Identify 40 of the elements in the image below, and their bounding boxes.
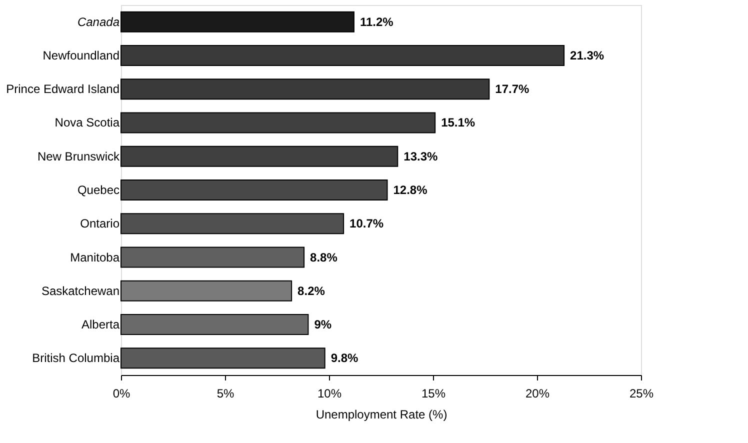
data-label: 10.7% [350,216,384,231]
data-label: 21.3% [570,48,604,62]
x-tick-label: 10% [317,386,342,400]
data-label: 9% [314,318,332,332]
x-tick-label: 20% [525,386,550,400]
y-tick-label: New Brunswick [37,149,120,164]
y-tick-label: Saskatchewan [41,284,120,298]
bar [120,112,436,134]
bar [120,314,309,336]
y-tick-label: Prince Edward Island [6,82,120,96]
data-label: 15.1% [441,116,476,130]
y-tick-label: Manitoba [70,250,120,264]
y-tick-label: Quebec [77,183,120,197]
data-label: 8.2% [298,284,326,298]
x-tick-label: 25% [629,386,654,400]
data-label: 13.3% [404,149,438,164]
x-tick-label: 0% [112,386,130,400]
bar [120,44,565,66]
bar [120,280,292,302]
data-label: 17.7% [495,82,530,96]
y-tick-label: Ontario [80,216,120,231]
x-tick-label: 15% [421,386,446,400]
x-tick-label: 5% [216,386,234,400]
data-label: 12.8% [393,183,428,197]
y-tick-label: Newfoundland [42,48,120,62]
bar [120,180,388,200]
data-label: 8.8% [310,250,338,264]
x-axis-title: Unemployment Rate (%) [316,408,448,422]
bar [120,78,490,100]
bar [120,348,326,369]
bar [120,146,398,167]
bar [120,246,305,268]
data-label: 9.8% [330,351,359,366]
data-label: 11.2% [360,14,394,29]
y-tick-label: Alberta [81,318,120,332]
bar [120,11,354,32]
y-tick-label: British Columbia [32,351,120,366]
y-tick-label: Canada [77,14,120,29]
bar [120,213,344,234]
y-tick-label: Nova Scotia [54,116,120,130]
